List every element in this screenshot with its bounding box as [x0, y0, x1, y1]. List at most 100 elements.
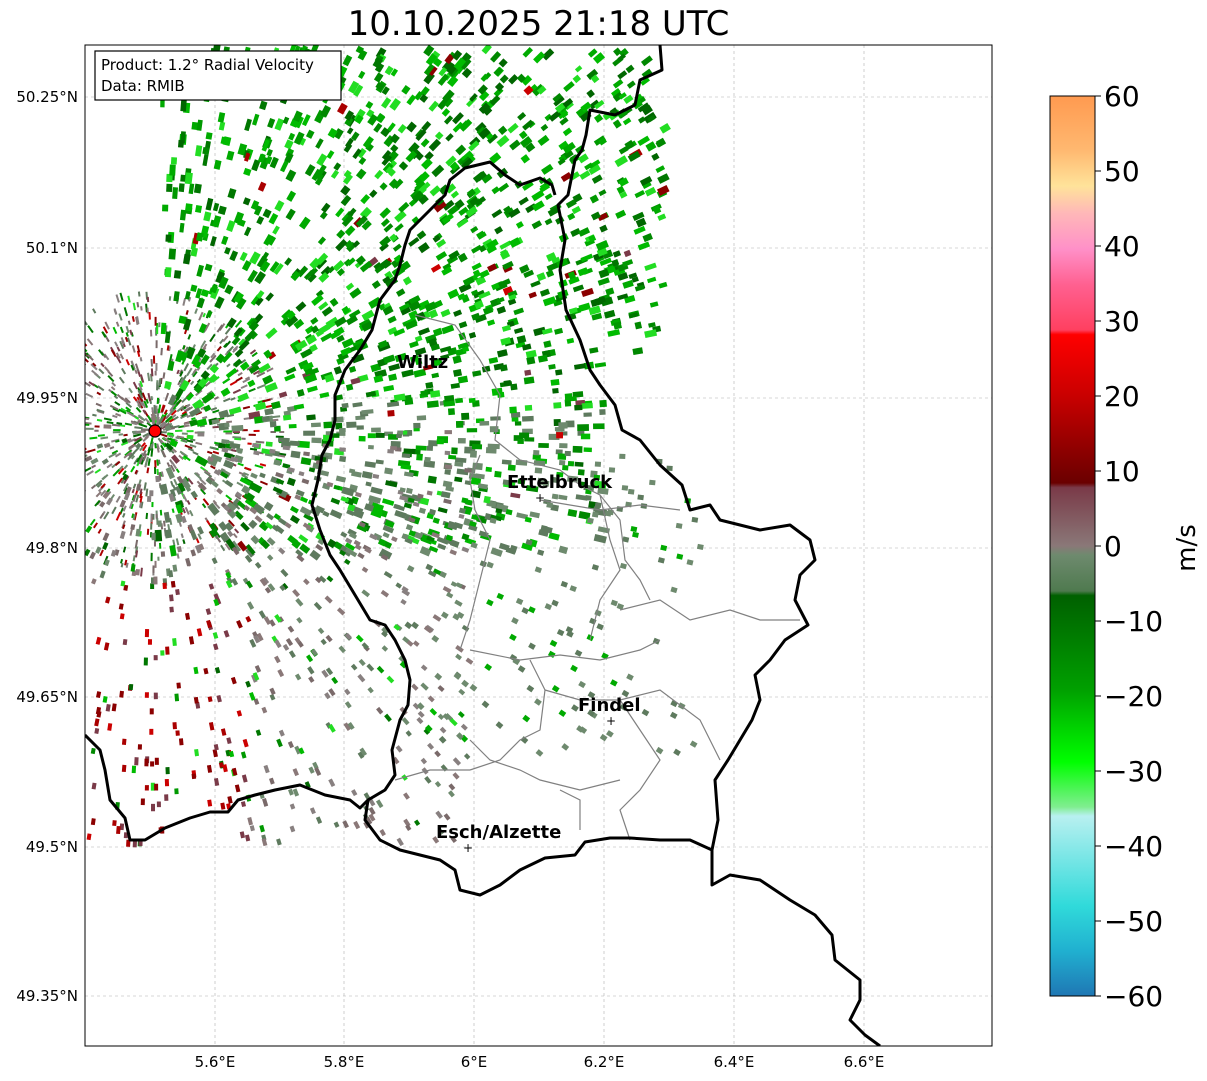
lon-tick: 6.6°E [844, 1053, 885, 1071]
velocity-bin [128, 451, 136, 459]
velocity-bin [426, 445, 434, 451]
velocity-bin [162, 582, 167, 590]
velocity-bin [97, 385, 105, 392]
velocity-bin [103, 511, 110, 520]
velocity-bin [442, 199, 455, 211]
velocity-bin [345, 137, 354, 148]
velocity-bin [232, 388, 242, 394]
lat-tick: 49.65°N [16, 688, 78, 706]
velocity-bin [115, 495, 121, 503]
velocity-bin [292, 768, 299, 777]
velocity-bin [165, 415, 173, 423]
velocity-bin [383, 570, 393, 579]
velocity-bin [253, 205, 263, 216]
velocity-bin [89, 551, 96, 560]
velocity-bin [180, 533, 184, 539]
velocity-bin [175, 538, 180, 546]
velocity-bin [489, 517, 497, 524]
velocity-bin [556, 108, 569, 120]
velocity-bin [352, 508, 365, 519]
velocity-bin [147, 415, 153, 423]
national-border [556, 45, 881, 1046]
velocity-bin [259, 472, 266, 479]
velocity-bin [231, 577, 239, 586]
velocity-bin [481, 173, 493, 184]
velocity-bin [226, 220, 236, 232]
velocity-bin [233, 358, 243, 368]
velocity-bin [307, 273, 317, 283]
colorbar-tick-label: 40 [1104, 230, 1140, 263]
velocity-bin [248, 481, 263, 494]
velocity-bin [159, 509, 163, 516]
velocity-bin [368, 296, 382, 309]
velocity-bin [179, 209, 187, 221]
velocity-bin [277, 454, 286, 458]
velocity-bin [256, 632, 264, 642]
velocity-bin [106, 463, 113, 469]
velocity-bin [360, 194, 371, 205]
velocity-bin [98, 349, 104, 356]
velocity-bin [398, 655, 406, 663]
velocity-bin [182, 539, 186, 545]
velocity-bin [234, 348, 244, 358]
velocity-bin [560, 580, 568, 588]
velocity-bin [85, 417, 90, 421]
velocity-bin [256, 290, 265, 299]
velocity-bin [445, 155, 457, 167]
velocity-bin [159, 483, 169, 495]
velocity-bin [178, 183, 185, 193]
velocity-bin [71, 330, 76, 335]
velocity-bin [394, 210, 407, 223]
velocity-bin [191, 354, 201, 366]
velocity-bin [233, 291, 244, 304]
velocity-bin [644, 186, 657, 197]
velocity-bin [150, 396, 154, 401]
velocity-bin [186, 500, 191, 505]
velocity-bin [254, 515, 263, 523]
velocity-bin [254, 664, 262, 673]
velocity-bin [99, 501, 106, 508]
velocity-bin [232, 347, 238, 353]
velocity-bin [341, 486, 355, 497]
velocity-bin [269, 156, 279, 169]
velocity-bin [292, 589, 301, 598]
velocity-bin [368, 806, 376, 816]
velocity-bin [120, 562, 124, 568]
velocity-bin [57, 501, 63, 506]
velocity-bin [408, 310, 419, 320]
velocity-bin [138, 423, 148, 428]
velocity-bin [400, 598, 407, 606]
velocity-bin [437, 73, 450, 86]
velocity-bin [135, 430, 144, 433]
velocity-bin [146, 421, 152, 427]
velocity-bin [100, 362, 105, 368]
velocity-bin [447, 520, 459, 531]
velocity-bin [395, 745, 403, 753]
velocity-bin [637, 494, 644, 501]
velocity-bin [432, 57, 443, 68]
velocity-bin [172, 398, 179, 407]
velocity-bin [452, 121, 464, 133]
velocity-bin [145, 398, 149, 404]
velocity-bin [336, 229, 346, 239]
velocity-bin [328, 688, 336, 697]
velocity-bin [535, 749, 544, 757]
velocity-bin [140, 798, 145, 806]
velocity-bin [641, 104, 653, 116]
velocity-bin [188, 636, 195, 645]
velocity-bin [418, 507, 426, 514]
velocity-bin [381, 645, 389, 652]
velocity-bin [399, 495, 408, 502]
velocity-bin [619, 453, 626, 460]
velocity-bin [376, 665, 385, 674]
velocity-bin [87, 325, 94, 334]
velocity-bin [118, 433, 124, 436]
velocity-bin [114, 401, 121, 406]
velocity-bin [298, 534, 309, 544]
velocity-bin [296, 554, 305, 563]
velocity-bin [243, 167, 252, 176]
velocity-bin [106, 488, 111, 493]
velocity-bin [228, 750, 235, 758]
velocity-bin [340, 194, 352, 207]
velocity-bin [395, 582, 402, 589]
